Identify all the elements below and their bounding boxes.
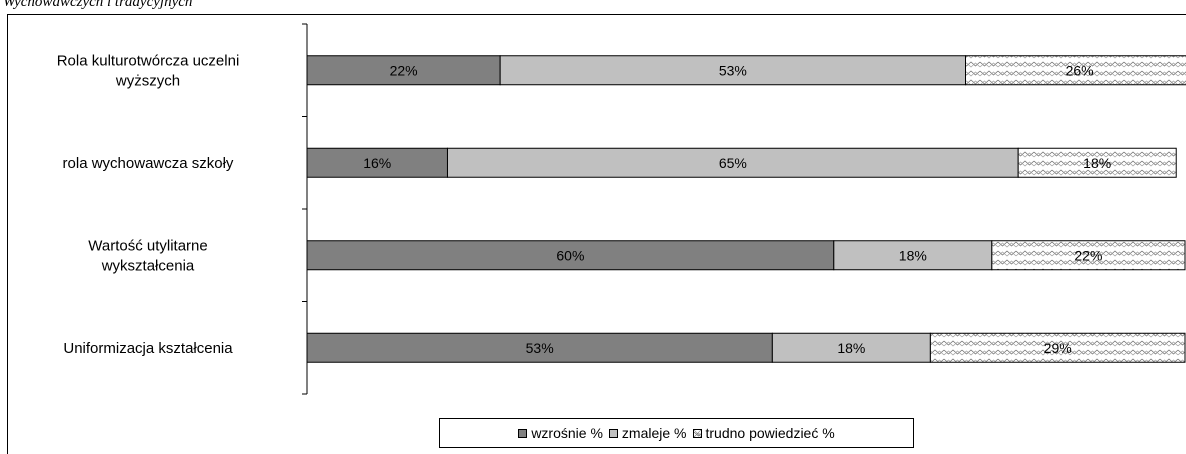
data-label: 22% [1074,247,1102,263]
legend-swatch-rises [518,429,527,438]
category-label: Uniformizacja kształcenia [63,340,233,357]
data-label: 22% [390,62,418,78]
data-label: 18% [1083,155,1111,171]
legend-label-falls: zmaleje % [622,425,687,441]
legend-item-rises: wzrośnie % [518,425,603,441]
legend-label-rises: wzrośnie % [531,425,603,441]
bar-chart: 22% 53% 26% Rola kulturotwórcza uczelni wyżs… [8,15,1186,415]
chart-legend: wzrośnie % zmaleje % trudno powiedzieć % [439,418,914,448]
data-label: 29% [1044,340,1072,356]
data-label: 26% [1066,62,1094,78]
category-label: wyższych [115,72,180,89]
category-label: wykształcenia [101,257,195,274]
data-label: 60% [556,247,584,263]
category-label: Rola kulturotwórcza uczelni [57,52,240,69]
data-label: 16% [363,155,391,171]
chart-area: 22% 53% 26% Rola kulturotwórcza uczelni wyżs… [7,14,1186,454]
data-label: 65% [719,155,747,171]
chart-caption: Wychowawczych i tradycyjnych [3,0,192,10]
category-label: rola wychowawcza szkoły [63,155,234,172]
category-label: Wartość utylitarne [88,237,207,254]
legend-item-falls: zmaleje % [609,425,687,441]
legend-swatch-hard-to-say [693,429,702,438]
legend-item-hard-to-say: trudno powiedzieć % [693,425,835,441]
data-label: 18% [837,340,865,356]
data-label: 53% [719,62,747,78]
data-label: 18% [899,247,927,263]
legend-swatch-falls [609,429,618,438]
legend-label-hard-to-say: trudno powiedzieć % [706,425,835,441]
data-label: 53% [526,340,554,356]
